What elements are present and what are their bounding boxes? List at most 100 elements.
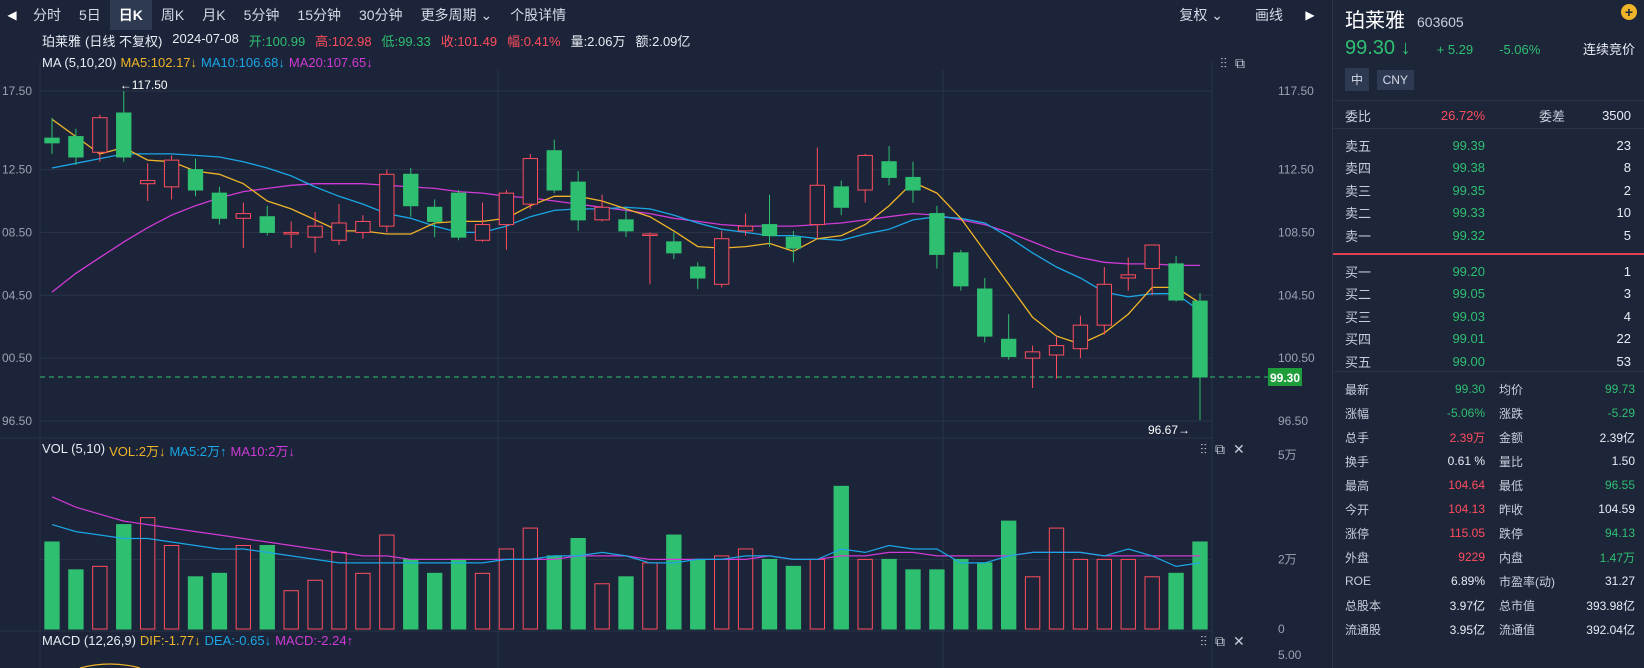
ask-volume: 23 <box>1616 137 1631 153</box>
volume-bar <box>283 590 299 630</box>
volume-bar <box>403 558 419 630</box>
candle-body <box>44 137 60 144</box>
stat-label: 涨跌 <box>1499 406 1524 421</box>
stats-row: ROE 6.89% 市盈率(动) 31.27 <box>1345 569 1635 593</box>
candle-body <box>929 213 945 255</box>
info-open: 开:100.99 <box>248 34 306 49</box>
close-icon[interactable]: ✕ <box>1233 441 1245 457</box>
ask-volume: 10 <box>1616 205 1631 220</box>
bid-row[interactable]: 买二 99.05 3 <box>1345 282 1631 306</box>
popout-icon[interactable]: ⧉ <box>1215 633 1225 649</box>
tab-stock-detail[interactable]: 个股详情 <box>510 7 567 23</box>
bid-level-label: 买二 <box>1345 287 1372 302</box>
tab-daily-k[interactable]: 日K <box>109 0 152 30</box>
stat-value: 0.61 % <box>1447 454 1485 468</box>
volume-bar <box>1072 558 1089 630</box>
adjust-dropdown[interactable]: 复权 ⌄ <box>1170 0 1232 30</box>
stat-label: 外盘 <box>1345 550 1370 565</box>
stat-label: 涨幅 <box>1345 406 1370 421</box>
candle-body <box>355 220 371 233</box>
stat-label: 换手 <box>1345 454 1370 469</box>
weicha-value: 3500 <box>1602 107 1631 123</box>
left-price-tick-label: 12.50 <box>2 163 32 177</box>
tab-weekly-k[interactable]: 周K <box>160 7 185 23</box>
stat-value: 2.39万 <box>1449 430 1485 445</box>
ask-row[interactable]: 卖三 99.35 2 <box>1345 178 1631 202</box>
bid-row[interactable]: 买五 99.00 53 <box>1345 349 1631 373</box>
stat-value: 9229 <box>1458 550 1485 564</box>
stat-value: 393.98亿 <box>1586 598 1635 613</box>
tab-5min[interactable]: 5分钟 <box>243 7 280 23</box>
stat-value: 104.59 <box>1598 502 1635 516</box>
weibi-row: 委比 26.72% 委差 3500 <box>1345 103 1631 127</box>
stat-label: 流通值 <box>1499 622 1536 637</box>
adjust-label: 复权 <box>1179 7 1208 23</box>
stat-label: 最高 <box>1345 478 1370 493</box>
book-divider <box>1333 253 1644 255</box>
popout-icon[interactable]: ⧉ <box>1215 441 1225 457</box>
volume-bar <box>211 572 228 630</box>
volume-tick-label: 2万 <box>1278 552 1297 566</box>
bid-volume: 53 <box>1616 353 1631 369</box>
ask-level-label: 卖二 <box>1345 206 1372 221</box>
high-price-marker: ←117.50 <box>120 78 168 92</box>
stat-value: 3.95亿 <box>1449 622 1485 637</box>
draw-line-button[interactable]: 画线 <box>1255 7 1283 23</box>
divider <box>1333 100 1644 101</box>
ask-row[interactable]: 卖五 99.39 23 <box>1345 133 1631 157</box>
candle-body <box>235 213 252 219</box>
ask-row[interactable]: 卖四 99.38 8 <box>1345 156 1631 180</box>
stat-label: 总手 <box>1345 430 1370 445</box>
low-price-marker: 96.67→ <box>1148 423 1190 437</box>
tab-monthly-k[interactable]: 月K <box>202 7 226 23</box>
prev-arrow-icon[interactable]: ◀ <box>7 8 17 22</box>
volume-bar <box>355 572 371 630</box>
next-arrow-icon[interactable]: ▶ <box>1305 8 1315 22</box>
tab-15min[interactable]: 15分钟 <box>297 7 341 23</box>
ma-tools: ⫶⫶ ⧉ <box>1220 55 1245 72</box>
stat-label: 市盈率(动) <box>1499 574 1555 589</box>
ask-price: 99.33 <box>1452 205 1485 220</box>
candle-body <box>594 206 610 221</box>
stat-label: 今开 <box>1345 502 1370 517</box>
stat-label: 量比 <box>1499 454 1524 469</box>
volume-bar <box>1096 558 1113 630</box>
settings-sliders-icon[interactable]: ⫶⫶ <box>1200 441 1207 457</box>
ask-row[interactable]: 卖二 99.33 10 <box>1345 201 1631 225</box>
candle-body <box>1168 263 1184 301</box>
add-watchlist-icon[interactable]: + <box>1621 4 1637 20</box>
settings-sliders-icon[interactable]: ⫶⫶ <box>1220 55 1227 71</box>
kline-chart-svg[interactable]: 117.50 17.50 112.50 12.50 108.50 08.50 104.50 0… <box>0 0 1322 668</box>
stat-label: ROE <box>1345 574 1372 588</box>
candle-body <box>187 169 204 191</box>
macd-tools: ⫶⫶ ⧉ ✕ <box>1200 633 1245 650</box>
market-badge[interactable]: 中 <box>1345 68 1370 91</box>
volume-bar <box>594 583 610 630</box>
bid-price: 99.01 <box>1452 331 1485 346</box>
close-icon[interactable]: ✕ <box>1233 633 1245 649</box>
vol-ma10-legend: MA10:2万↓ <box>230 444 295 459</box>
stat-value: 96.55 <box>1604 478 1635 492</box>
settings-sliders-icon[interactable]: ⫶⫶ <box>1200 633 1207 649</box>
currency-badge[interactable]: CNY <box>1376 70 1414 90</box>
tab-30min[interactable]: 30分钟 <box>358 7 403 23</box>
price-tick-label: 112.50 <box>1278 163 1314 177</box>
tab-fenshi[interactable]: 分时 <box>33 7 61 23</box>
candle-body <box>618 219 634 232</box>
tab-more-periods[interactable]: 更多周期 ⌄ <box>412 0 502 30</box>
volume-bar <box>307 579 323 630</box>
macd-value-legend: MACD:-2.24↑ <box>275 633 354 648</box>
candle-body <box>331 222 347 241</box>
bid-row[interactable]: 买四 99.01 22 <box>1345 327 1631 351</box>
candle-body <box>163 159 180 188</box>
stat-label: 最新 <box>1345 382 1370 397</box>
bid-row[interactable]: 买一 99.20 1 <box>1345 259 1631 283</box>
vol-legend: VOL (5,10) VOL:2万↓ MA5:2万↑ MA10:2万↓ <box>42 441 295 460</box>
bid-row[interactable]: 买三 99.03 4 <box>1345 304 1631 328</box>
weicha-label: 委差 <box>1538 108 1565 124</box>
stat-value: 99.73 <box>1604 382 1635 396</box>
tab-5day[interactable]: 5日 <box>79 7 101 23</box>
ask-row[interactable]: 卖一 99.32 5 <box>1345 223 1631 247</box>
quote-panel: 珀莱雅 603605 + 99.30 ↓ + 5.29 -5.06% 连续竞价 … <box>1332 0 1644 668</box>
popout-icon[interactable]: ⧉ <box>1235 55 1245 71</box>
